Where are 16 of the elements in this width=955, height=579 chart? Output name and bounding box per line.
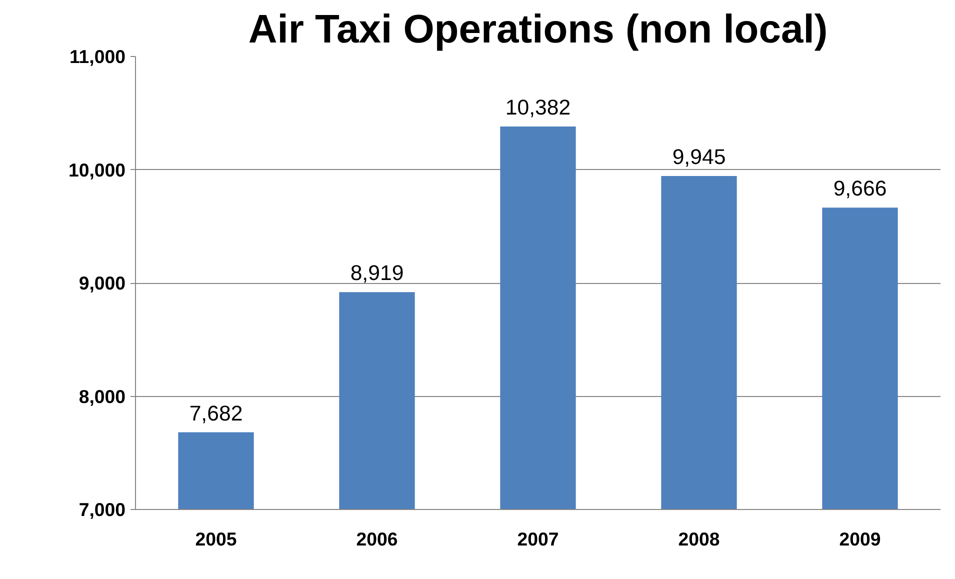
data-label: 10,382 [505,95,571,120]
data-label: 7,682 [189,401,243,426]
x-tick-label: 2007 [517,528,559,550]
data-label: 8,919 [350,261,404,286]
x-tick-label: 2006 [356,528,398,550]
x-tick-label: 2009 [839,528,881,550]
data-label: 9,666 [833,176,887,201]
y-tick-label: 7,000 [78,499,126,520]
x-tick-label: 2008 [678,528,720,550]
data-label: 9,945 [672,144,726,169]
x-tick-label: 2005 [195,528,237,550]
y-tick-label: 11,000 [69,46,126,67]
y-tick-label: 10,000 [68,159,126,180]
y-tick-label: 8,000 [78,386,126,407]
chart-title: Air Taxi Operations (non local) [248,8,828,52]
y-tick-label: 9,000 [78,272,126,294]
